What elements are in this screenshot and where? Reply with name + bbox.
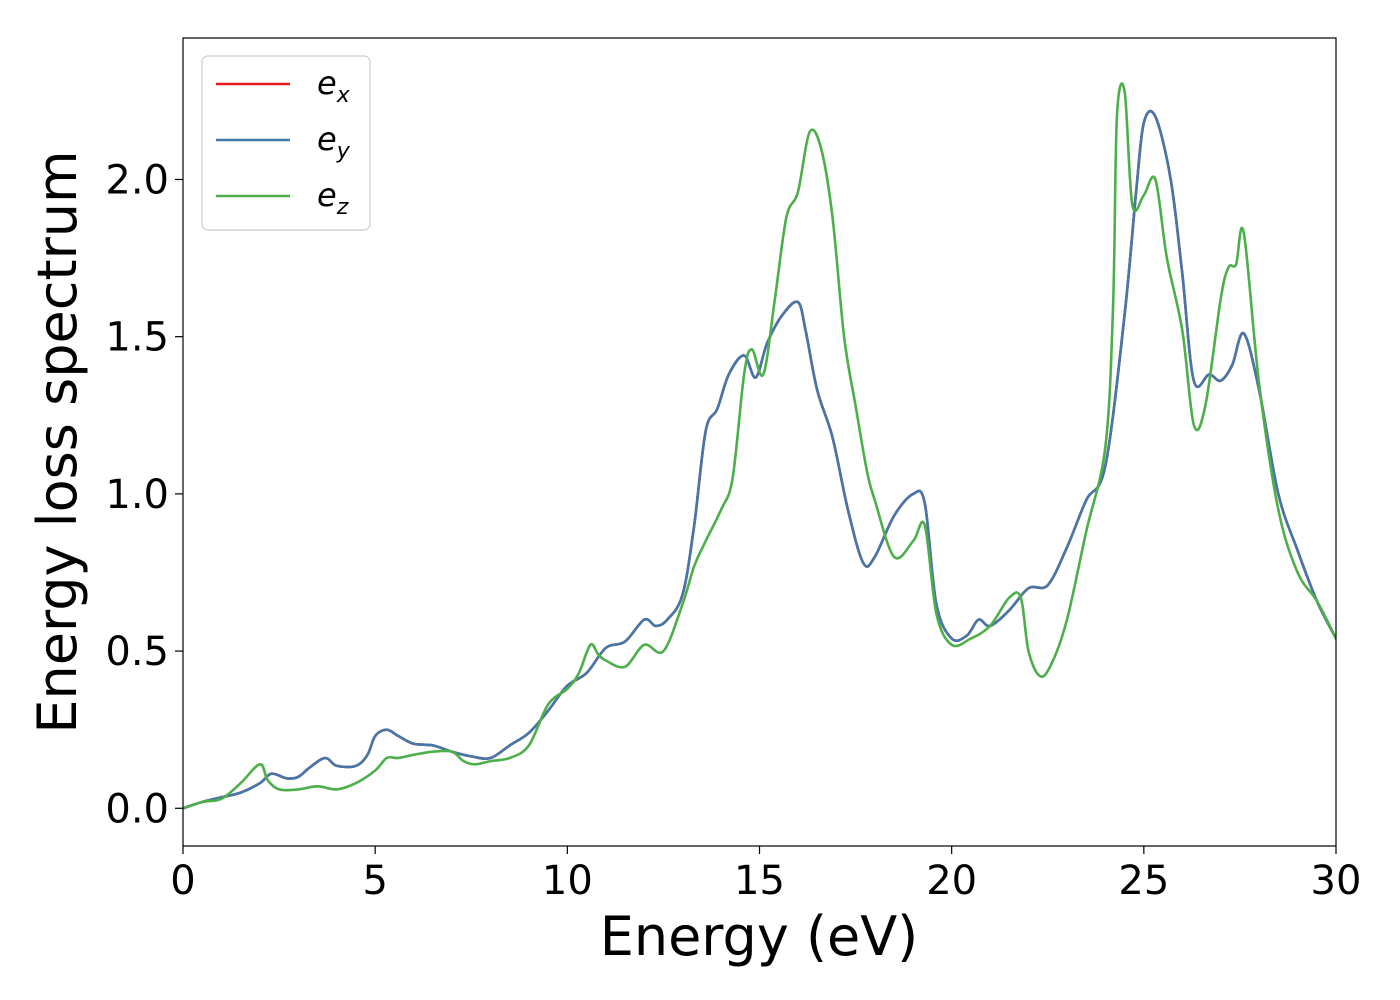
legend-label-base: e (317, 64, 337, 102)
x-axis: 0 5 10 15 20 25 30 (170, 846, 1361, 904)
legend-label-ey: ey (317, 120, 351, 164)
series-layer (183, 82, 1336, 810)
legend-box (201, 55, 371, 231)
legend-label-ez: ez (317, 176, 349, 220)
legend-label-base: e (317, 120, 337, 158)
legend-label-subscript: z (336, 195, 349, 220)
x-tick-label: 10 (542, 858, 593, 904)
y-tick-label: 0.0 (105, 786, 169, 832)
y-tick-label: 1.5 (105, 315, 169, 361)
y-axis-label: Energy loss spectrum (26, 150, 89, 733)
x-tick-label: 30 (1311, 858, 1362, 904)
y-tick-label: 0.5 (105, 629, 169, 675)
legend-label-base: e (317, 176, 337, 214)
x-tick-label: 0 (170, 858, 195, 904)
x-tick-label: 15 (734, 858, 785, 904)
legend-label-subscript: y (336, 139, 351, 164)
series-line-ez (183, 82, 1336, 810)
x-tick-label: 25 (1118, 858, 1169, 904)
y-axis: 0.0 0.5 1.0 1.5 2.0 (105, 157, 183, 832)
x-tick-label: 5 (362, 858, 387, 904)
series-line-ey (183, 109, 1336, 810)
x-axis-label: Energy (eV) (600, 905, 919, 968)
y-tick-label: 2.0 (105, 157, 169, 203)
y-tick-label: 1.0 (105, 472, 169, 518)
x-tick-label: 20 (926, 858, 977, 904)
legend-label-subscript: x (336, 83, 351, 108)
legend-label-ex: ex (317, 64, 351, 108)
